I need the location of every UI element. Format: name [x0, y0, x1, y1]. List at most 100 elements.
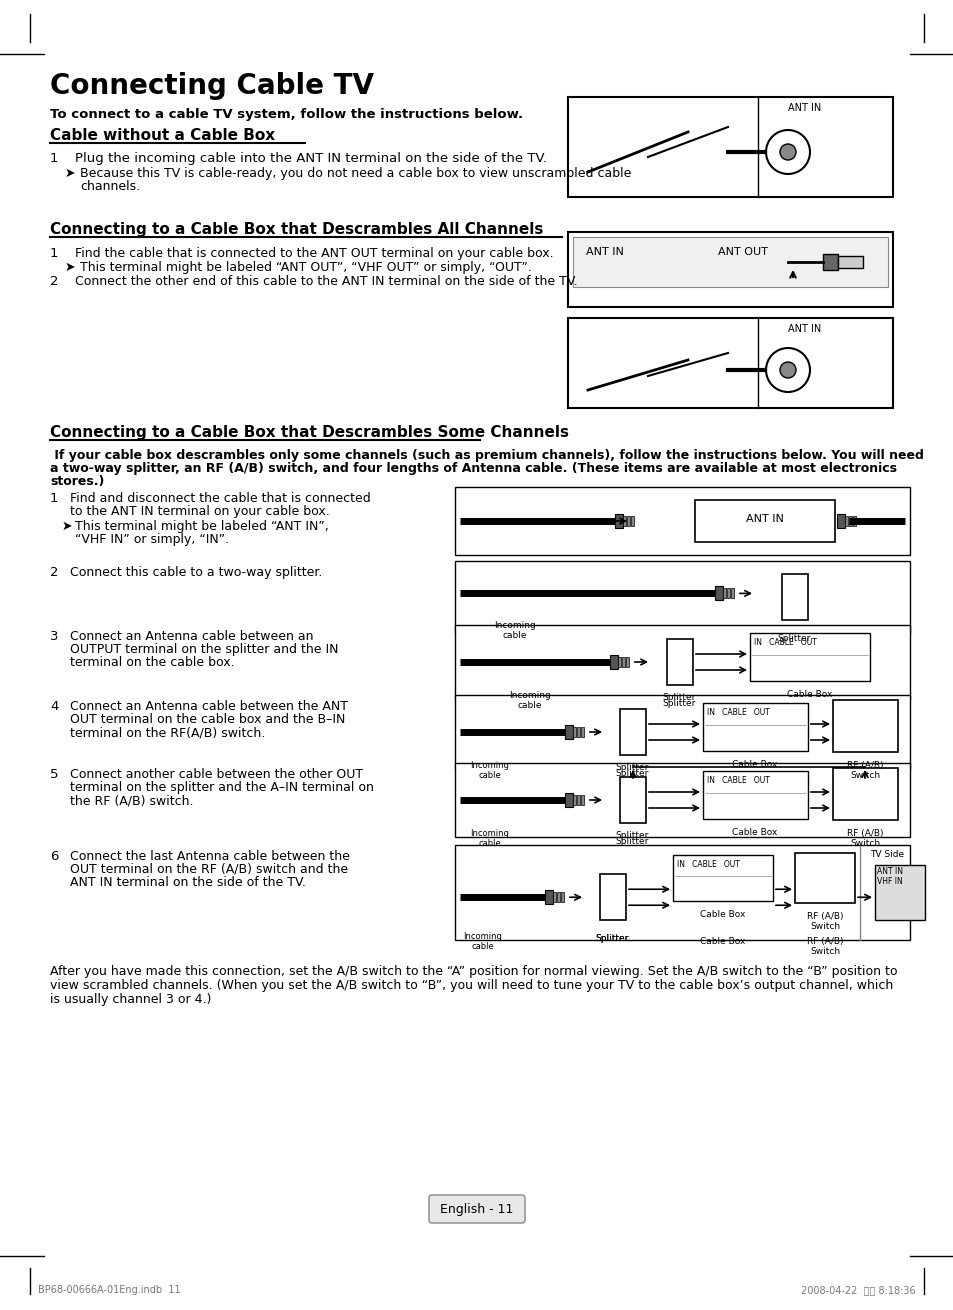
Text: Splitter: Splitter	[615, 831, 648, 840]
Bar	[630, 516, 634, 527]
Text: OUTPUT terminal on the splitter and the IN: OUTPUT terminal on the splitter and the …	[70, 643, 338, 656]
Text: If your cable box descrambles only some channels (such as premium channels), fol: If your cable box descrambles only some …	[50, 449, 923, 462]
Text: 2: 2	[50, 275, 58, 288]
Bar	[618, 658, 620, 667]
Text: Find the cable that is connected to the ANT OUT terminal on your cable box.: Find the cable that is connected to the …	[75, 248, 553, 259]
Bar	[567, 318, 892, 407]
Text: ANT IN: ANT IN	[585, 248, 623, 257]
Text: channels.: channels.	[80, 179, 140, 193]
Bar	[573, 237, 887, 287]
Text: Connect an Antenna cable between the ANT: Connect an Antenna cable between the ANT	[70, 700, 348, 713]
Bar	[666, 639, 692, 685]
Text: to the ANT IN terminal on your cable box.: to the ANT IN terminal on your cable box…	[70, 504, 330, 517]
Bar	[455, 762, 909, 837]
Text: English - 11: English - 11	[440, 1204, 513, 1217]
Bar	[781, 574, 807, 620]
Bar	[695, 500, 834, 542]
Text: RF (A/B)
Switch: RF (A/B) Switch	[846, 829, 882, 849]
Text: terminal on the RF(A/B) switch.: terminal on the RF(A/B) switch.	[70, 726, 265, 739]
Text: 3: 3	[50, 630, 58, 643]
Text: Cable Box: Cable Box	[786, 690, 832, 700]
Text: Incoming
cable: Incoming cable	[463, 931, 502, 951]
Text: terminal on the splitter and the A–IN terminal on: terminal on the splitter and the A–IN te…	[70, 781, 374, 794]
Text: Find and disconnect the cable that is connected: Find and disconnect the cable that is co…	[70, 493, 371, 504]
Text: 6: 6	[50, 850, 58, 863]
Bar	[573, 727, 576, 738]
Bar	[836, 514, 844, 528]
Text: ANT IN: ANT IN	[787, 103, 821, 113]
Bar	[625, 658, 628, 667]
Text: Connect the other end of this cable to the ANT IN terminal on the side of the TV: Connect the other end of this cable to t…	[75, 275, 578, 288]
Text: OUT terminal on the RF (A/B) switch and the: OUT terminal on the RF (A/B) switch and …	[70, 863, 348, 876]
Text: Splitter: Splitter	[615, 762, 648, 772]
Text: Splitter: Splitter	[615, 769, 648, 778]
Bar	[564, 724, 573, 739]
Circle shape	[765, 348, 809, 392]
Text: IN   CABLE   OUT: IN CABLE OUT	[677, 859, 740, 869]
Text: Cable Box: Cable Box	[732, 828, 777, 837]
FancyBboxPatch shape	[429, 1195, 524, 1224]
Bar	[580, 795, 583, 806]
Bar	[626, 516, 629, 527]
Bar	[832, 700, 897, 752]
Bar	[553, 892, 556, 903]
Bar	[848, 516, 851, 527]
Text: stores.): stores.)	[50, 476, 104, 489]
Text: RF (A/B)
Switch: RF (A/B) Switch	[846, 761, 882, 781]
Text: Cable Box: Cable Box	[700, 937, 745, 946]
Text: Cable Box: Cable Box	[732, 760, 777, 769]
Circle shape	[780, 362, 795, 379]
Text: 2: 2	[50, 566, 58, 579]
Bar	[455, 625, 909, 700]
Text: Because this TV is cable-ready, you do not need a cable box to view unscrambled : Because this TV is cable-ready, you do n…	[80, 166, 631, 179]
Text: ANT IN: ANT IN	[787, 324, 821, 334]
Text: ➤: ➤	[62, 520, 72, 533]
Bar	[567, 232, 892, 307]
Bar	[544, 891, 553, 904]
Bar	[730, 588, 733, 599]
Text: Incoming
cable: Incoming cable	[494, 621, 536, 641]
Text: ANT IN: ANT IN	[745, 514, 783, 524]
Bar	[455, 696, 909, 769]
Text: 2008-04-22  오후 8:18:36: 2008-04-22 오후 8:18:36	[801, 1285, 915, 1296]
Bar	[619, 777, 645, 823]
Text: To connect to a cable TV system, follow the instructions below.: To connect to a cable TV system, follow …	[50, 107, 522, 121]
Text: This terminal might be labeled “ANT IN”,: This terminal might be labeled “ANT IN”,	[75, 520, 329, 533]
Text: “VHF IN” or simply, “IN”.: “VHF IN” or simply, “IN”.	[75, 533, 229, 546]
Text: Incoming
cable: Incoming cable	[470, 829, 509, 849]
Text: Splitter: Splitter	[776, 634, 809, 643]
Bar	[822, 254, 837, 270]
Bar	[702, 703, 807, 751]
Text: Connect another cable between the other OUT: Connect another cable between the other …	[70, 768, 363, 781]
Bar	[714, 587, 722, 600]
Bar	[672, 855, 772, 901]
Text: 1: 1	[50, 493, 58, 504]
Text: Plug the incoming cable into the ANT IN terminal on the side of the TV.: Plug the incoming cable into the ANT IN …	[75, 152, 546, 165]
Text: terminal on the cable box.: terminal on the cable box.	[70, 656, 234, 669]
Text: Connect this cable to a two-way splitter.: Connect this cable to a two-way splitter…	[70, 566, 322, 579]
Text: the RF (A/B) switch.: the RF (A/B) switch.	[70, 794, 193, 807]
Text: RF (A/B)
Switch: RF (A/B) Switch	[806, 912, 842, 931]
Bar	[726, 588, 729, 599]
Bar	[844, 516, 847, 527]
Bar	[622, 516, 625, 527]
Text: Connecting to a Cable Box that Descrambles Some Channels: Connecting to a Cable Box that Descrambl…	[50, 424, 568, 440]
Bar	[837, 255, 862, 269]
Text: 4: 4	[50, 700, 58, 713]
Bar	[567, 97, 892, 196]
Bar	[722, 588, 725, 599]
Text: Connecting to a Cable Box that Descrambles All Channels: Connecting to a Cable Box that Descrambl…	[50, 221, 543, 237]
Bar	[557, 892, 559, 903]
Text: VHF IN: VHF IN	[876, 876, 902, 886]
Text: RF (A/B)
Switch: RF (A/B) Switch	[806, 937, 842, 956]
Text: ➤: ➤	[65, 261, 75, 274]
Bar	[619, 709, 645, 755]
Text: After you have made this connection, set the A/B switch to the “A” position for : After you have made this connection, set…	[50, 965, 897, 979]
Text: IN   CABLE   OUT: IN CABLE OUT	[706, 776, 769, 785]
Text: Cable without a Cable Box: Cable without a Cable Box	[50, 128, 274, 143]
Bar	[794, 853, 854, 903]
Text: Incoming
cable: Incoming cable	[509, 690, 550, 710]
Text: Connecting Cable TV: Connecting Cable TV	[50, 72, 374, 100]
Bar	[621, 658, 624, 667]
Text: Splitter: Splitter	[661, 693, 695, 702]
